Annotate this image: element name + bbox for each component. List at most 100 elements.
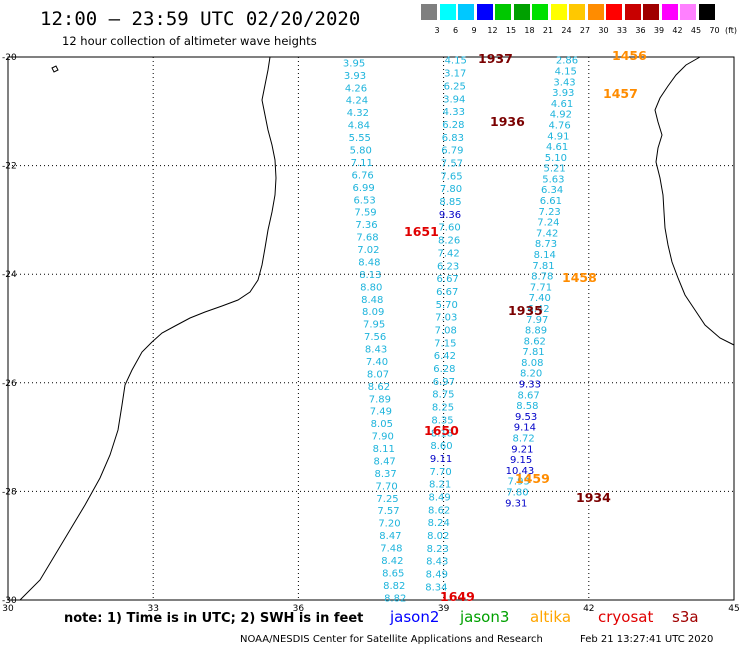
color-scale-label: 12 xyxy=(487,26,498,35)
color-scale-swatch xyxy=(513,4,530,20)
color-scale-label: 3 xyxy=(434,26,440,35)
color-scale-swatch xyxy=(458,4,474,20)
wave-height-value: 7.20 xyxy=(378,519,400,530)
wave-height-value: 5.55 xyxy=(349,133,371,144)
wave-height-value: 6.83 xyxy=(442,133,464,144)
map-title: 12:00 – 23:59 UTC 02/20/2020 xyxy=(40,8,361,30)
color-scale-label: 70 xyxy=(709,26,720,35)
wave-height-value: 6.67 xyxy=(436,287,458,298)
wave-height-value: 8.21 xyxy=(429,480,451,491)
lon-tick-label: 30 xyxy=(2,604,14,614)
wave-height-value: 8.49 xyxy=(429,492,451,503)
wave-height-value: 6.23 xyxy=(437,261,459,272)
wave-height-value: 8.13 xyxy=(359,270,381,281)
wave-height-value: 7.57 xyxy=(441,158,463,169)
wave-height-value: 6.79 xyxy=(441,146,463,157)
wave-height-value: 7.80 xyxy=(506,487,528,498)
wave-height-value: 7.08 xyxy=(435,325,457,336)
wave-height-value: 6.53 xyxy=(353,195,375,206)
wave-height-value: 5.80 xyxy=(350,145,372,156)
wave-height-value: 7.25 xyxy=(376,494,398,505)
wave-height-value: 7.97 xyxy=(526,315,548,326)
wave-height-value: 8.43 xyxy=(426,557,448,568)
wave-height-value: 4.26 xyxy=(345,83,367,94)
wave-height-value: 7.71 xyxy=(530,282,552,293)
wave-height-value: 8.42 xyxy=(381,556,403,567)
wave-height-value: 8.80 xyxy=(360,282,382,293)
timestamp-line: Feb 21 13:27:41 UTC 2020 xyxy=(580,634,714,645)
wave-height-value: 9.21 xyxy=(511,444,533,455)
color-scale-swatch xyxy=(421,4,437,20)
madagascar-coastline xyxy=(654,56,735,346)
wave-height-value: 8.20 xyxy=(520,369,542,380)
color-scale-swatch xyxy=(624,4,641,20)
color-scale-swatch xyxy=(680,4,696,20)
credit-line: NOAA/NESDIS Center for Satellite Applica… xyxy=(240,634,543,645)
lat-tick-label: -30 xyxy=(2,596,17,606)
color-scale-swatch xyxy=(661,4,678,20)
wave-height-value: 8.18 xyxy=(431,428,453,439)
wave-height-value: 4.15 xyxy=(445,56,467,67)
wave-height-value: 8.73 xyxy=(535,239,557,250)
lat-tick-label: -28 xyxy=(2,487,17,497)
wave-height-value: 8.85 xyxy=(439,197,461,208)
color-scale-swatch xyxy=(476,4,493,20)
color-scale-swatch xyxy=(569,4,585,20)
wave-height-value: 6.76 xyxy=(352,170,374,181)
wave-height-value: 8.62 xyxy=(368,382,390,393)
pass-time-label: 1458 xyxy=(562,270,597,285)
lat-tick-label: -24 xyxy=(2,270,17,280)
wave-height-value: 3.94 xyxy=(443,94,465,105)
legend-altika: altika xyxy=(530,608,572,626)
wave-height-value: 9.15 xyxy=(510,455,532,466)
wave-height-value: 8.62 xyxy=(524,336,546,347)
wave-height-value: 8.37 xyxy=(374,469,396,480)
wave-height-value: 2.86 xyxy=(556,56,578,67)
africa-coastline xyxy=(19,56,277,601)
wave-height-value: 3.17 xyxy=(444,69,466,80)
pass-time-label: 1457 xyxy=(603,86,638,101)
wave-height-value: 6.34 xyxy=(541,185,563,196)
wave-height-value: 9.36 xyxy=(439,210,461,221)
lon-tick-label: 39 xyxy=(438,604,450,614)
wave-height-value: 4.61 xyxy=(546,142,568,153)
lon-tick-label: 33 xyxy=(147,604,158,614)
wave-height-value: 8.34 xyxy=(425,582,447,593)
wave-height-value: 9.33 xyxy=(519,380,541,391)
altimeter-tracks: 3.953.934.264.244.324.845.555.807.116.76… xyxy=(343,56,578,605)
map-frame xyxy=(7,56,735,601)
pass-time-label: 1935 xyxy=(508,303,543,318)
wave-height-value: 7.40 xyxy=(366,357,388,368)
pass-time-label: 1650 xyxy=(424,423,459,438)
wave-height-value: 7.15 xyxy=(434,338,456,349)
lon-tick-label: 36 xyxy=(293,604,305,614)
wave-height-value: 7.48 xyxy=(380,544,402,555)
wave-height-value: 4.92 xyxy=(550,110,572,121)
wave-height-value: 8.14 xyxy=(534,250,556,261)
wave-height-value: 6.99 xyxy=(352,183,374,194)
wave-height-value: 4.33 xyxy=(443,107,465,118)
wave-height-value: 7.03 xyxy=(435,313,457,324)
lat-tick-label: -26 xyxy=(2,379,17,389)
wave-height-value: 3.95 xyxy=(343,58,365,69)
wave-height-value: 7.42 xyxy=(536,228,558,239)
wave-height-value: 7.70 xyxy=(429,467,451,478)
wave-height-value: 7.23 xyxy=(539,207,561,218)
pass-labels: 1937 1456 1457 1936 1651 1458 1935 1650 1459 1934… xyxy=(404,48,647,604)
wave-height-value: 8.25 xyxy=(432,403,454,414)
legend-cryosat: cryosat xyxy=(598,608,654,626)
wave-height-value: 8.47 xyxy=(374,456,396,467)
map-gridlines xyxy=(8,57,734,600)
color-scale-swatch xyxy=(439,4,456,20)
wave-height-value: 7.68 xyxy=(356,233,378,244)
pass-time-label: 1456 xyxy=(612,48,647,63)
legend-s3a: s3a xyxy=(672,608,699,626)
wave-height-value: 8.48 xyxy=(358,257,380,268)
wave-height-value: 8.23 xyxy=(427,544,449,555)
wave-height-value: 7.02 xyxy=(357,245,379,256)
wave-height-value: 8.82 xyxy=(383,581,405,592)
wave-height-value: 8.26 xyxy=(438,236,460,247)
wave-height-value: 8.09 xyxy=(362,307,384,318)
wave-height-value: 7.40 xyxy=(529,293,551,304)
wave-height-value: 7.70 xyxy=(375,481,397,492)
